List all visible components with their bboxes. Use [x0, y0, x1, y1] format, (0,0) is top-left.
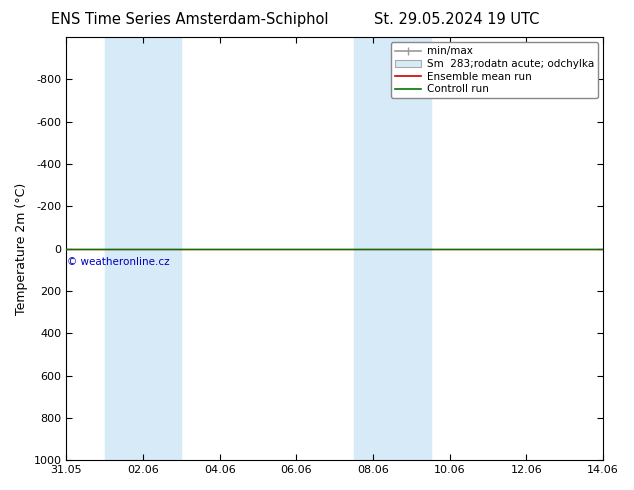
Y-axis label: Temperature 2m (°C): Temperature 2m (°C) [15, 182, 28, 315]
Text: © weatheronline.cz: © weatheronline.cz [67, 257, 170, 267]
Text: ENS Time Series Amsterdam-Schiphol: ENS Time Series Amsterdam-Schiphol [51, 12, 329, 27]
Bar [354, 37, 430, 460]
Legend: min/max, Sm  283;rodatn acute; odchylka, Ensemble mean run, Controll run: min/max, Sm 283;rodatn acute; odchylka, … [391, 42, 598, 98]
Text: St. 29.05.2024 19 UTC: St. 29.05.2024 19 UTC [374, 12, 539, 27]
Bar [105, 37, 181, 460]
